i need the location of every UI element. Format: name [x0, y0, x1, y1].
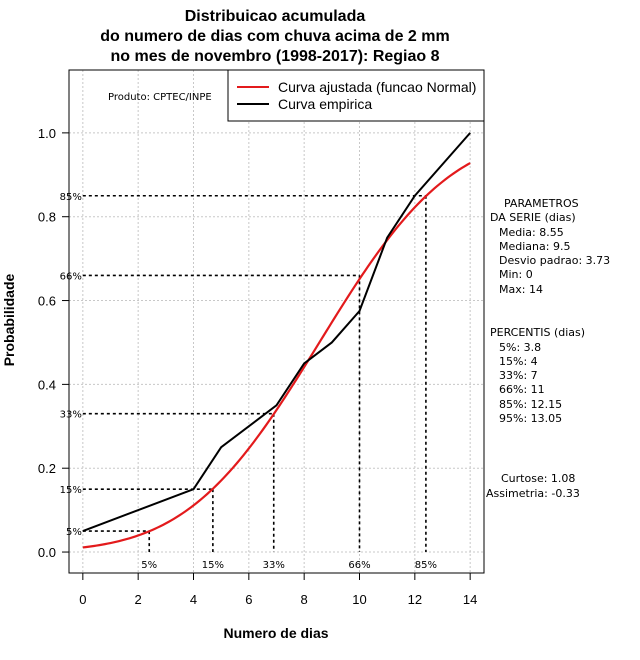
y-tick-label-5: 1.0: [38, 126, 56, 141]
percentile-bottom-label-1: 15%: [202, 560, 224, 571]
x-axis-label: Numero de dias: [223, 625, 328, 641]
x-tick-label-4: 8: [301, 592, 308, 607]
percentis-15: 15%: 4: [499, 355, 538, 368]
legend: Curva ajustada (funcao Normal) Curva emp…: [227, 69, 485, 122]
y-axis-label: Probabilidade: [1, 274, 17, 367]
stat-assimetria: Assimetria: -0.33: [486, 487, 580, 500]
x-tick-label-3: 6: [245, 592, 252, 607]
x-tick-label-5: 10: [352, 592, 366, 607]
legend-label-fitted: Curva ajustada (funcao Normal): [278, 79, 476, 95]
x-tick-label-7: 14: [463, 592, 477, 607]
x-tick-label-2: 4: [190, 592, 197, 607]
y-tick-label-1: 0.2: [38, 461, 56, 476]
parametros-max: Max: 14: [499, 283, 543, 296]
percentile-left-label-4: 85%: [60, 192, 82, 203]
plot-frame: [68, 69, 485, 574]
parametros-mediana: Mediana: 9.5: [499, 240, 570, 253]
x-tick-label-0: 0: [79, 592, 86, 607]
percentile-left-label-0: 5%: [66, 527, 82, 538]
parametros-panel: PARAMETROS DA SERIE (dias) Media: 8.55 M…: [490, 197, 610, 296]
parametros-min: Min: 0: [499, 268, 533, 281]
percentile-bottom-label-3: 66%: [348, 560, 370, 571]
y-tick-label-0: 0.0: [38, 545, 56, 560]
stat-curtose: Curtose: 1.08: [501, 472, 575, 485]
percentile-bottom-label-2: 33%: [263, 560, 285, 571]
y-tick-label-2: 0.4: [38, 377, 56, 392]
percentis-95: 95%: 13.05: [499, 412, 562, 425]
percentis-panel: PERCENTIS (dias) 5%: 3.8 15%: 4 33%: 7 6…: [490, 326, 585, 425]
percentile-bottom-label-0: 5%: [141, 560, 157, 571]
y-axis: 0.0 0.2 0.4 0.6 0.8 1.0: [38, 126, 70, 560]
producer-label: Produto: CPTEC/INPE: [108, 92, 212, 103]
legend-label-empirical: Curva empirica: [278, 96, 372, 112]
percentile-left-label-2: 33%: [60, 410, 82, 421]
chart-title-line-1: Distribuicao acumulada: [185, 8, 366, 25]
x-axis: 0 2 4 6 8 10 12 14: [79, 572, 477, 607]
chart-title-line-2: do numero de dias com chuva acima de 2 m…: [100, 28, 449, 45]
parametros-media: Media: 8.55: [499, 226, 564, 239]
percentis-heading: PERCENTIS (dias): [490, 326, 585, 339]
y-tick-label-4: 0.8: [38, 210, 56, 225]
percentis-5: 5%: 3.8: [499, 341, 541, 354]
empirical-curve: [82, 132, 471, 533]
percentis-85: 85%: 12.15: [499, 398, 562, 411]
legend-box: [227, 69, 485, 122]
curves: [82, 132, 471, 549]
percentile-left-label-3: 66%: [60, 271, 82, 282]
fitted-normal-curve: [82, 162, 471, 549]
chart-title-line-3: no mes de novembro (1998-2017): Regiao 8: [111, 48, 440, 65]
x-tick-label-1: 2: [135, 592, 142, 607]
percentis-66: 66%: 11: [499, 383, 545, 396]
parametros-heading-2: DA SERIE (dias): [490, 211, 576, 224]
parametros-desvio: Desvio padrao: 3.73: [499, 254, 610, 267]
x-tick-label-6: 12: [408, 592, 422, 607]
percentis-33: 33%: 7: [499, 369, 538, 382]
grid: [69, 70, 484, 573]
y-tick-label-3: 0.6: [38, 294, 56, 309]
percentile-bottom-label-4: 85%: [415, 560, 437, 571]
percentile-left-label-1: 15%: [60, 485, 82, 496]
parametros-heading-1: PARAMETROS: [504, 197, 579, 210]
